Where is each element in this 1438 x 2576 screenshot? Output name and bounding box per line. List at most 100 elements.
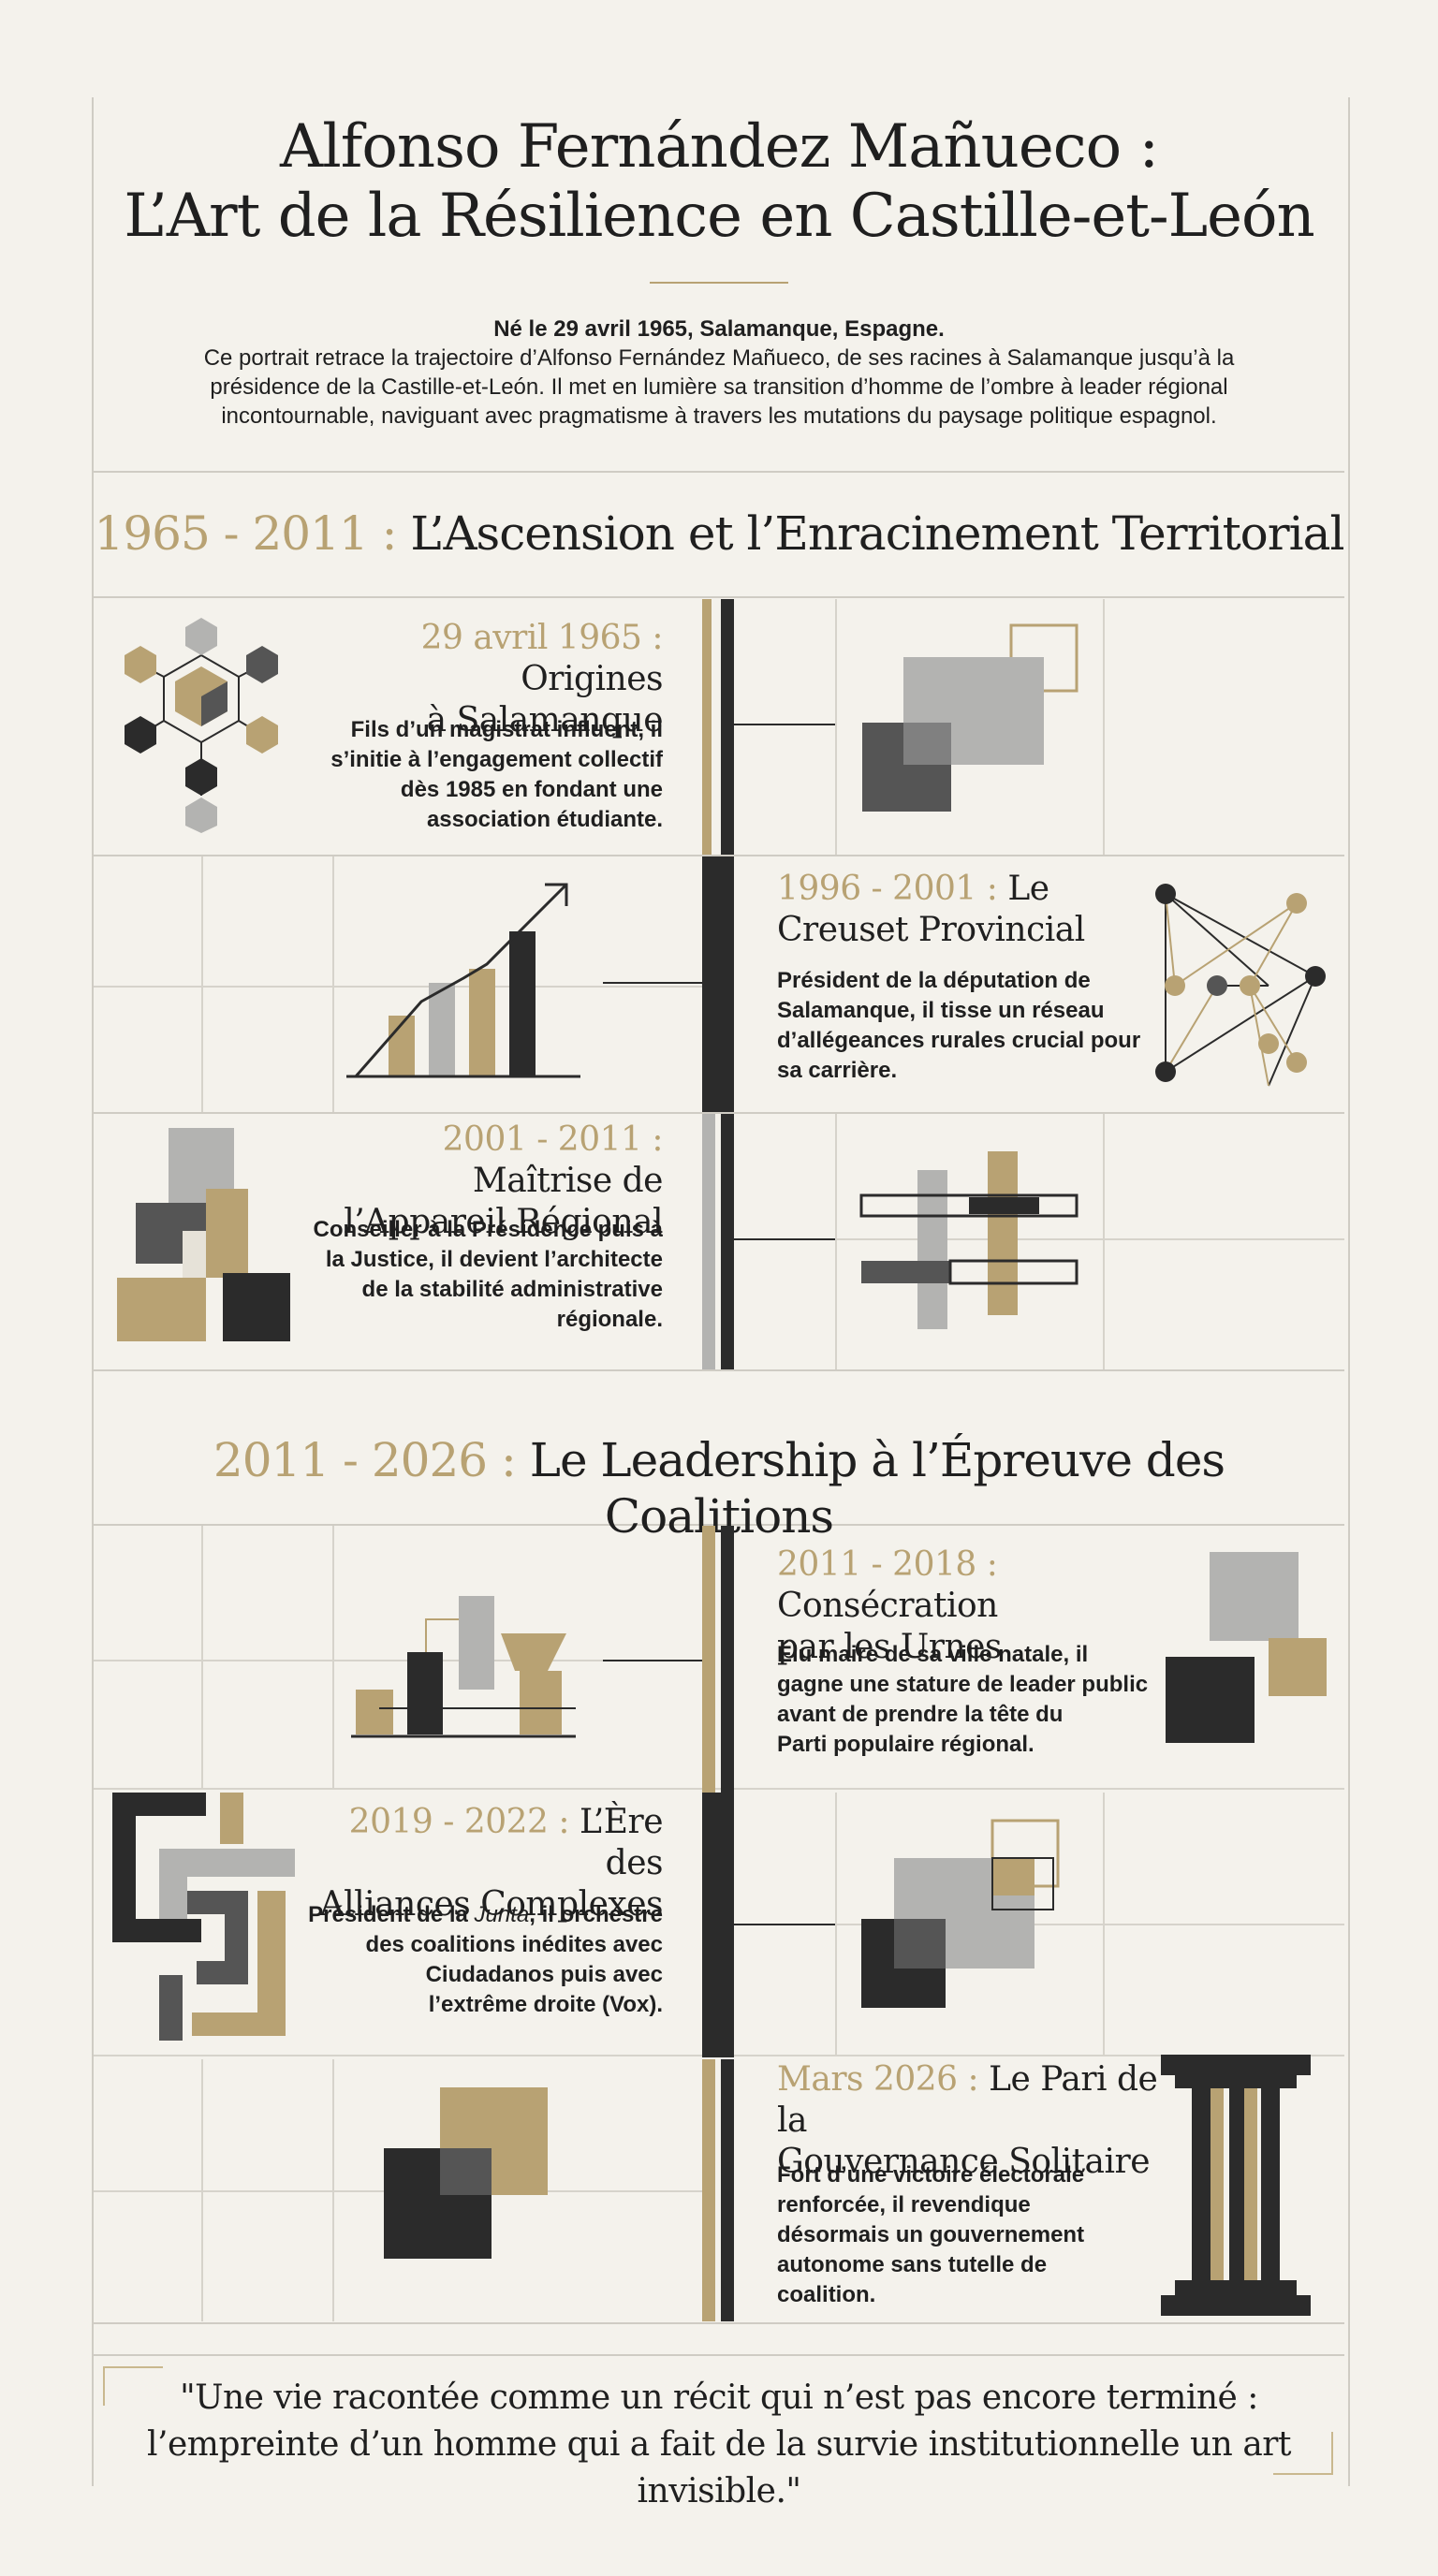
event-date: 2011 - 2018 : <box>777 1545 998 1584</box>
event-title-line: Origines <box>521 660 663 698</box>
event-text-part: Junta <box>474 1902 530 1927</box>
crossed-bars-icon <box>857 1147 1081 1334</box>
event-text-line: Fort d’une victoire électorale <box>777 2162 1085 2188</box>
event-title: 2019 - 2022 : L’Ère des Alliances Comple… <box>300 1802 664 1925</box>
section-title: Le Leadership à l’Épreuve des Coalitions <box>529 1433 1225 1544</box>
event-title: 1996 - 2001 : Le Creuset Provincial <box>777 869 1170 951</box>
timeline-spine <box>702 1793 734 2057</box>
event-title-line: Maîtrise de <box>472 1162 664 1200</box>
quote-line: "Une vie racontée comme un récit qui n’e… <box>180 2378 1258 2417</box>
column-pillar-icon <box>1156 2050 1315 2326</box>
event-text-line: l’extrême droite (Vox). <box>428 1992 663 2017</box>
event-title: 2001 - 2011 : Maîtrise de l’Appareil Rég… <box>300 1120 663 1243</box>
event-title-line: Creuset Provincial <box>777 911 1085 949</box>
event-text-line: autonome sans tutelle de <box>777 2252 1048 2277</box>
section-years: 2011 - 2026 : <box>213 1433 517 1487</box>
event-text-line: la Justice, il devient l’architecte <box>325 1247 663 1272</box>
event-title-line: Gouvernance Solitaire <box>777 2143 1151 2181</box>
quote-corner <box>1273 2432 1333 2475</box>
intro-text: Né le 29 avril 1965, Salamanque, Espagne… <box>140 315 1298 431</box>
event-text-line: Parti populaire régional. <box>777 1732 1034 1757</box>
event-date: 29 avril 1965 : <box>420 619 664 657</box>
event-text-line: d’allégeances rurales crucial pour <box>777 1028 1141 1053</box>
divider <box>94 2354 1344 2356</box>
event-text-part: Président de la <box>308 1902 475 1927</box>
event-text-line: Ciudadanos puis avec <box>425 1962 663 1987</box>
divider <box>94 1524 1344 1526</box>
title-line: L’Art de la Résilience en Castille-et-Le… <box>124 182 1314 251</box>
stacked-squares-icon <box>1161 1549 1329 1746</box>
event-title-line: l’Appareil Régional <box>344 1203 663 1241</box>
connector-line <box>603 1660 702 1661</box>
connector-line <box>603 982 702 984</box>
network-graph-icon <box>1147 875 1334 1090</box>
grid-line <box>332 1526 334 1788</box>
quote-corner <box>103 2366 163 2406</box>
event-title-line: Le Pari de la <box>777 2060 1158 2140</box>
event-description: Élu maire de sa ville natale, il gagne u… <box>777 1640 1170 1760</box>
growth-chart-icon <box>346 880 580 1086</box>
grid-line <box>332 856 334 1112</box>
event-text-line: coalition. <box>777 2282 876 2307</box>
timeline-spine <box>702 1114 715 1369</box>
interlocking-brackets-icon <box>108 1788 304 2050</box>
event-text-line: s’initie à l’engagement collectif <box>330 747 663 772</box>
grid-line <box>94 986 712 988</box>
grid-line <box>201 856 203 1112</box>
section-years: 1965 - 2011 : <box>94 506 398 561</box>
event-date: Mars 2026 : <box>777 2060 979 2099</box>
grid-line <box>835 1114 837 1369</box>
event-text-part: , il orchestre <box>529 1902 663 1927</box>
event-date: 1996 - 2001 : <box>777 870 998 908</box>
timeline-spine <box>702 599 712 855</box>
event-title-line: Consécration <box>777 1587 998 1625</box>
event-text-line: Président de la Junta, il orchestre <box>281 1900 663 1930</box>
divider <box>94 1369 1344 1371</box>
title-line: Alfonso Fernández Mañueco : <box>280 112 1159 182</box>
event-title-line: Alliances Complexes <box>319 1885 664 1924</box>
divider <box>94 2322 1344 2324</box>
intro-line: incontournable, naviguant avec pragmatis… <box>221 403 1217 429</box>
event-text-line: Salamanque, il tisse un réseau <box>777 998 1105 1023</box>
event-description: Conseiller à la Présidence puis à la Jus… <box>300 1215 664 1335</box>
event-text-line: Président de la députation de <box>777 968 1091 993</box>
grid-line <box>201 1526 203 1788</box>
page-frame <box>92 97 1350 2486</box>
event-title-line: Le <box>1007 870 1049 908</box>
birth-line: Né le 29 avril 1965, Salamanque, Espagne… <box>493 316 945 342</box>
intro-line: présidence de la Castille-et-León. Il me… <box>210 374 1228 400</box>
event-title: 29 avril 1965 : Origines à Salamanque <box>300 618 664 741</box>
connector-line <box>734 724 835 725</box>
overlapping-squares-icon <box>857 618 1081 814</box>
divider <box>94 1112 1344 1114</box>
event-text-line: dès 1985 en fondant une <box>400 777 663 802</box>
section-title: L’Ascension et l’Enracinement Territoria… <box>410 506 1344 561</box>
event-text-line: avant de prendre la tête du <box>777 1702 1064 1727</box>
closing-quote: "Une vie racontée comme un récit qui n’e… <box>94 2375 1344 2515</box>
event-text-line: de la stabilité administrative <box>361 1277 663 1302</box>
event-title-line: à Salamanque <box>426 701 664 739</box>
event-text-line: désormais un gouvernement <box>777 2222 1085 2247</box>
event-description: Fils d’un magistrat influent, il s’initi… <box>300 715 663 835</box>
bar-blocks-icon <box>351 1591 576 1741</box>
event-title: 2011 - 2018 : Consécration par les Urnes <box>777 1544 1170 1668</box>
event-text-line: des coalitions inédites avec <box>365 1932 663 1957</box>
event-text-line: Élu maire de sa ville natale, il <box>777 1642 1089 1667</box>
timeline-spine <box>702 2059 715 2321</box>
event-description: Fort d’une victoire électorale renforcée… <box>777 2160 1170 2310</box>
event-description: Président de la Junta, il orchestre des … <box>281 1900 663 2020</box>
section-heading: 1965 - 2011 : L’Ascension et l’Enracinem… <box>94 505 1345 562</box>
grid-line <box>94 1788 1344 1790</box>
divider <box>94 855 1344 856</box>
title-underline <box>650 282 788 284</box>
event-date: 2001 - 2011 : <box>442 1120 664 1159</box>
timeline-spine <box>721 599 734 855</box>
event-text-line: association étudiante. <box>426 807 663 832</box>
grid-line <box>94 1660 712 1661</box>
connector-line <box>734 1924 835 1925</box>
grid-line <box>730 1924 1344 1925</box>
divider <box>94 596 1344 598</box>
hexagon-network-icon <box>103 618 300 833</box>
event-text-line: régionale. <box>556 1307 663 1332</box>
event-text-line: renforcée, il revendique <box>777 2192 1031 2217</box>
